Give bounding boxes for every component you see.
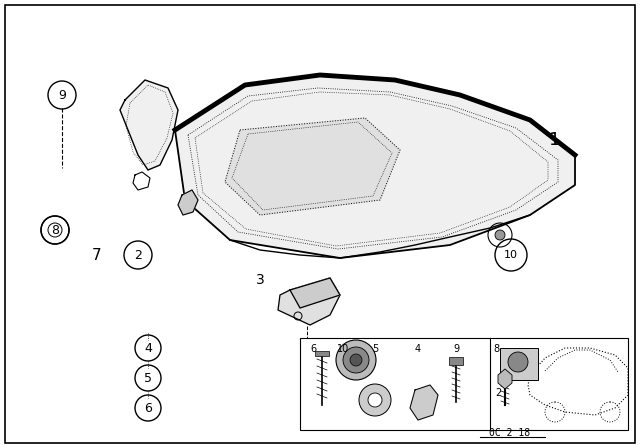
Text: 4: 4	[415, 344, 421, 354]
Text: 7: 7	[92, 247, 102, 263]
Polygon shape	[175, 75, 575, 258]
Text: 5: 5	[372, 344, 378, 354]
Circle shape	[508, 352, 528, 372]
Text: 5: 5	[144, 371, 152, 384]
Text: 2: 2	[495, 388, 501, 398]
Circle shape	[359, 384, 391, 416]
Circle shape	[495, 230, 505, 240]
Text: 6: 6	[310, 344, 316, 354]
Polygon shape	[178, 190, 198, 215]
Text: 10: 10	[504, 250, 518, 260]
Text: 4: 4	[144, 341, 152, 354]
Polygon shape	[225, 118, 400, 215]
Polygon shape	[410, 385, 438, 420]
Text: 9: 9	[453, 344, 459, 354]
Polygon shape	[120, 80, 178, 170]
Text: 2: 2	[134, 249, 142, 262]
Polygon shape	[278, 278, 340, 325]
Circle shape	[350, 354, 362, 366]
Bar	[500, 348, 538, 380]
Text: 9: 9	[58, 89, 66, 102]
Bar	[449, 357, 463, 365]
Circle shape	[343, 347, 369, 373]
Text: 0C 2 18: 0C 2 18	[490, 428, 531, 438]
Polygon shape	[498, 369, 512, 389]
Text: 6: 6	[144, 401, 152, 414]
Polygon shape	[290, 278, 340, 308]
Circle shape	[336, 340, 376, 380]
Bar	[315, 351, 329, 356]
Text: 8: 8	[51, 224, 59, 237]
Text: 1: 1	[549, 131, 561, 149]
Text: 3: 3	[255, 273, 264, 287]
Circle shape	[368, 393, 382, 407]
Bar	[300, 338, 628, 430]
Text: 8: 8	[493, 344, 499, 354]
Text: 10: 10	[337, 344, 349, 354]
